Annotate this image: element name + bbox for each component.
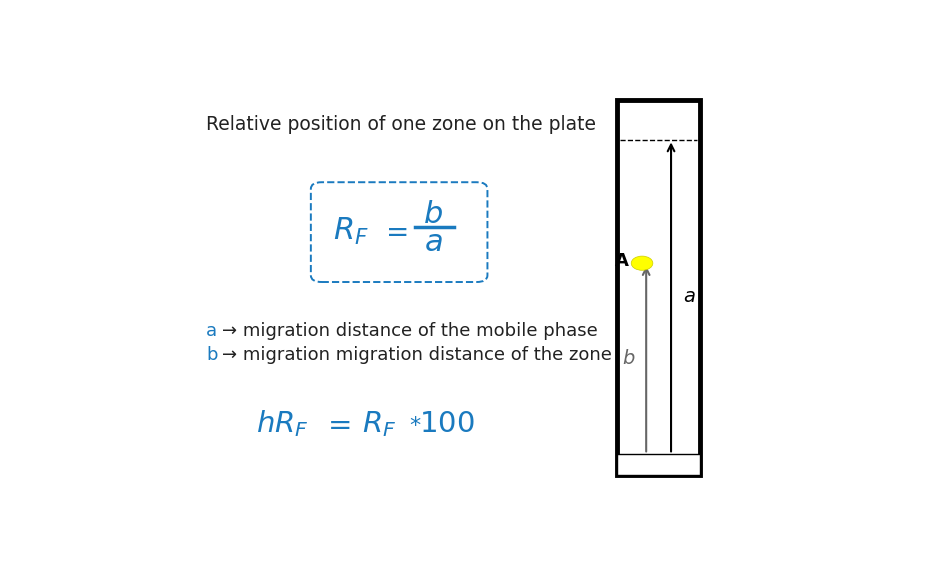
Text: $R_F$: $R_F$ (362, 409, 396, 439)
Text: Relative position of one zone on the plate: Relative position of one zone on the pla… (206, 115, 596, 134)
Text: A: A (615, 252, 629, 270)
Text: $b$: $b$ (423, 200, 444, 229)
Text: $=$: $=$ (379, 217, 407, 245)
Text: → migration distance of the mobile phase: → migration distance of the mobile phase (222, 322, 598, 340)
Text: $R_F$: $R_F$ (333, 215, 368, 247)
Text: a: a (683, 287, 695, 306)
Text: b: b (622, 349, 634, 368)
Text: $hR_F$: $hR_F$ (256, 408, 309, 439)
Bar (618, 100, 700, 475)
Text: b: b (206, 346, 218, 364)
Bar (618, 454, 700, 475)
Text: a: a (206, 322, 218, 340)
Text: $100$: $100$ (418, 410, 474, 438)
Text: $=$: $=$ (322, 410, 351, 438)
Text: → migration migration distance of the zone: → migration migration distance of the zo… (222, 346, 612, 364)
Text: $a$: $a$ (424, 228, 443, 256)
Text: $*$: $*$ (409, 414, 421, 434)
Ellipse shape (631, 256, 653, 270)
